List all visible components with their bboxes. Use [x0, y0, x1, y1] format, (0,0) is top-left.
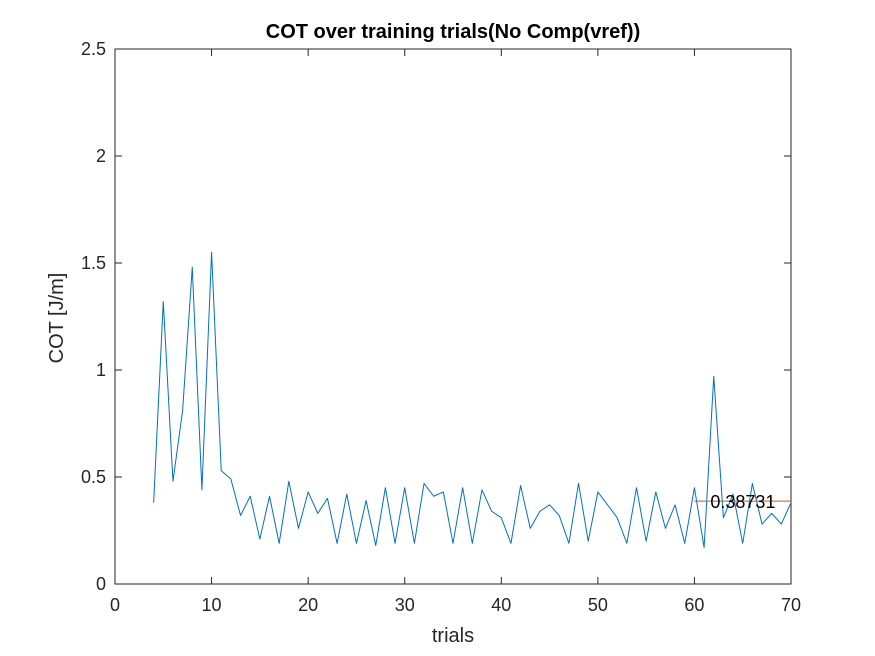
x-tick-label: 30: [395, 595, 415, 615]
x-tick-label: 70: [781, 595, 801, 615]
axes-box: [114, 48, 792, 585]
x-tick-label: 20: [298, 595, 318, 615]
x-tick-label: 50: [588, 595, 608, 615]
y-tick-label: 0.5: [81, 467, 106, 487]
x-tick-label: 0: [110, 595, 120, 615]
y-tick-label: 2.5: [81, 39, 106, 59]
y-tick-label: 0: [96, 574, 106, 594]
plot-area: 0 10 20 30 40 50 60 70 0 0.5 1 1.5 2 2.5 0.38731: [81, 39, 801, 615]
y-axis-label: COT [J/m]: [46, 273, 68, 364]
y-tick-label: 1: [96, 360, 106, 380]
y-tick-label: 2: [96, 146, 106, 166]
x-tick-label: 10: [202, 595, 222, 615]
x-tick-label: 60: [684, 595, 704, 615]
x-tick-label: 40: [491, 595, 511, 615]
y-tick-label: 1.5: [81, 253, 106, 273]
cot-series-line: [153, 251, 792, 549]
value-annotation: 0.38731: [710, 492, 775, 512]
chart-title: COT over training trials(No Comp(vref)): [266, 21, 640, 43]
x-axis-label: trials: [432, 625, 474, 647]
